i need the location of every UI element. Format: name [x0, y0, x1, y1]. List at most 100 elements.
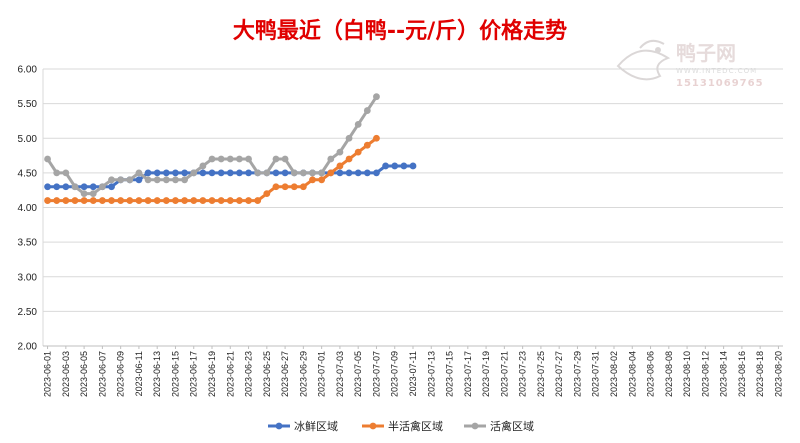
legend-label: 活禽区域: [490, 419, 534, 433]
x-tick-label: 2023-06-19: [207, 351, 217, 397]
x-tick-label: 2023-07-11: [408, 351, 418, 396]
data-point: [98, 197, 106, 204]
data-point: [135, 197, 143, 204]
data-point: [181, 169, 189, 177]
x-tick-label: 2023-06-11: [134, 351, 144, 396]
x-tick-label: 2023-06-13: [152, 351, 162, 397]
data-point: [354, 148, 362, 156]
data-point: [162, 176, 170, 184]
data-point: [181, 197, 189, 204]
data-point: [373, 134, 380, 142]
data-point: [108, 176, 115, 184]
data-point: [117, 197, 125, 204]
data-point: [263, 169, 271, 177]
data-point: [208, 197, 216, 204]
data-point: [336, 169, 344, 177]
data-point: [126, 176, 134, 184]
data-point: [373, 93, 380, 101]
data-point: [299, 183, 307, 191]
data-point: [217, 155, 225, 163]
x-tick-label: 2023-06-03: [61, 351, 71, 397]
x-tick-label: 2023-07-19: [481, 351, 491, 397]
data-point: [199, 197, 207, 204]
data-point: [281, 169, 289, 177]
data-point: [162, 197, 170, 204]
data-point: [108, 183, 115, 191]
data-point: [299, 169, 307, 177]
data-point: [71, 197, 79, 204]
data-point: [181, 176, 189, 184]
x-tick-label: 2023-06-15: [170, 351, 180, 397]
data-point: [80, 197, 88, 204]
data-point: [345, 169, 353, 177]
data-point: [318, 169, 326, 177]
x-tick-label: 2023-06-21: [225, 351, 235, 397]
x-tick-label: 2023-06-23: [244, 351, 254, 397]
x-tick-label: 2023-07-05: [353, 351, 363, 397]
chart-title: 大鸭最近（白鸭--元/斤）价格走势: [233, 18, 567, 44]
watermark-url: WWW.INTEDC.COM: [676, 67, 757, 75]
x-tick-label: 2023-07-21: [499, 351, 509, 397]
x-tick-label: 2023-08-18: [755, 351, 765, 397]
x-tick-label: 2023-08-14: [719, 351, 729, 397]
x-tick-label: 2023-08-12: [700, 351, 710, 397]
data-point: [62, 197, 70, 204]
legend-item: 活禽区域: [464, 419, 534, 433]
data-point: [98, 183, 106, 191]
data-point: [144, 176, 152, 184]
data-point: [272, 169, 280, 177]
series-layer: [44, 93, 417, 204]
data-point: [226, 197, 234, 204]
watermark-phone: 15131069765: [676, 78, 764, 89]
data-point: [208, 169, 216, 177]
data-point: [391, 162, 399, 170]
data-point: [281, 183, 289, 191]
data-point: [290, 169, 298, 177]
data-point: [62, 169, 70, 177]
y-tick-label: 4.50: [18, 168, 38, 179]
legend: 冰鲜区域 半活禽区域 活禽区域: [268, 419, 534, 433]
data-point: [236, 155, 243, 163]
data-point: [190, 169, 198, 177]
legend-label: 冰鲜区域: [294, 419, 338, 433]
data-point: [80, 183, 88, 191]
data-point: [80, 190, 88, 198]
data-point: [190, 197, 198, 204]
x-tick-label: 2023-07-23: [518, 351, 528, 397]
y-tick-label: 5.00: [18, 134, 38, 145]
data-point: [199, 169, 207, 177]
y-tick-label: 5.50: [18, 99, 38, 110]
data-point: [153, 197, 161, 204]
x-tick-label: 2023-06-27: [280, 351, 290, 397]
data-point: [217, 169, 225, 177]
data-point: [327, 155, 335, 163]
data-point: [126, 197, 134, 204]
data-point: [153, 176, 161, 184]
x-tick-label: 2023-07-15: [445, 351, 455, 397]
x-tick-label: 2023-06-07: [97, 351, 107, 397]
y-tick-label: 3.50: [18, 238, 38, 249]
x-tick-label: 2023-06-09: [116, 351, 126, 397]
data-point: [62, 183, 70, 191]
data-point: [345, 155, 353, 163]
data-point: [217, 197, 225, 204]
data-point: [208, 155, 216, 163]
series-2: [44, 134, 380, 204]
x-tick-label: 2023-08-10: [682, 351, 692, 397]
watermark: 鸭子网 WWW.INTEDC.COM 15131069765: [616, 39, 764, 89]
x-tick-label: 2023-08-08: [664, 351, 674, 397]
data-point: [53, 197, 61, 204]
data-point: [153, 169, 161, 177]
x-tick-label: 2023-07-03: [335, 351, 345, 397]
data-point: [236, 169, 243, 177]
data-point: [327, 169, 335, 177]
data-point: [144, 197, 152, 204]
x-axis: 2023-06-01 2023-06-03 2023-06-05 2023-06-07…: [43, 346, 783, 397]
data-point: [53, 183, 61, 191]
y-tick-label: 2.00: [18, 342, 38, 353]
data-point: [135, 169, 143, 177]
data-point: [44, 183, 51, 191]
y-tick-label: 6.00: [18, 65, 38, 76]
x-tick-label: 2023-06-05: [79, 351, 89, 397]
x-tick-label: 2023-07-17: [463, 351, 473, 397]
